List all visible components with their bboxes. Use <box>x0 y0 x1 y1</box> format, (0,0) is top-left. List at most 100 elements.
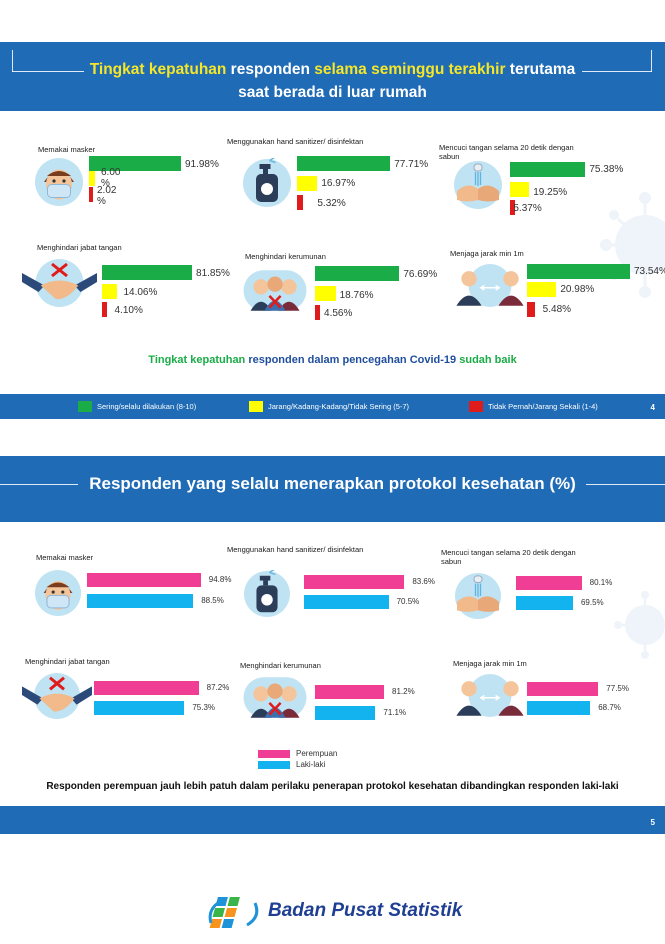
value-label: 20.98% <box>560 284 595 295</box>
bar-laki-laki <box>315 706 376 720</box>
value-label: 19.25% <box>533 187 568 198</box>
bar-jarang <box>315 286 336 301</box>
summary-part: responden dalam pencegahan Covid-19 <box>245 354 460 366</box>
hand-sanitizer-icon <box>243 568 291 623</box>
hand-sanitizer-icon <box>242 156 292 213</box>
bar-sering <box>102 265 193 280</box>
bar-laki-laki <box>87 594 194 608</box>
panel-label: Mencuci tangan selama 20 detik dengan sa… <box>439 143 574 161</box>
bar-tidak <box>297 195 304 210</box>
distance-icon <box>455 673 525 723</box>
value-label: 70.5% <box>396 597 420 606</box>
legend-label-sering: Sering/selalu dilakukan (8-10) <box>97 402 197 411</box>
bar-jarang <box>89 171 95 186</box>
virus-decoration-icon <box>600 192 665 298</box>
slide1-page-number: 4 <box>650 403 655 412</box>
bar-tidak <box>510 200 516 215</box>
bar-perempuan <box>87 573 201 587</box>
value-label: 4.10% <box>114 305 143 316</box>
value-label: 5.48% <box>542 304 572 315</box>
bar-sering <box>527 264 630 279</box>
bar-sering <box>297 156 391 171</box>
mask-face-icon <box>34 569 82 622</box>
bar-laki-laki <box>304 595 389 609</box>
value-label: 6.00 % <box>101 167 121 189</box>
value-label: 83.6% <box>412 577 435 586</box>
panel-label: Memakai masker <box>36 553 94 562</box>
bar-laki-laki <box>94 701 185 715</box>
panel-label: Menghindari kerumunan <box>245 252 326 261</box>
legend-swatch-red <box>469 401 483 412</box>
bar-jarang <box>527 282 557 297</box>
panel-label: Menghindari jabat tangan <box>37 243 122 252</box>
bar-perempuan <box>315 685 385 699</box>
value-label: 94.8% <box>208 575 232 584</box>
no-handshake-icon <box>22 672 92 725</box>
bar-tidak <box>89 187 93 202</box>
bar-tidak <box>527 302 535 317</box>
value-label: 68.7% <box>598 703 621 712</box>
bar-jarang <box>510 182 530 197</box>
bar-tidak <box>102 302 107 317</box>
value-label: 77.71% <box>394 159 429 170</box>
legend-label-jarang: Jarang/Kadang-Kadang/Tidak Sering (5-7) <box>268 402 410 411</box>
bar-jarang <box>102 284 118 299</box>
crowd-icon <box>240 675 310 725</box>
bps-logo-icon <box>208 897 259 928</box>
bar-tidak <box>315 305 321 320</box>
value-label: 73.54% <box>633 266 665 277</box>
legend-label-laki-laki: Laki-laki <box>296 760 326 769</box>
slide1-summary: Tingkat kepatuhan responden dalam penceg… <box>0 354 665 366</box>
slide2-title-banner <box>0 456 665 522</box>
virus-decoration-icon <box>614 591 665 659</box>
panel-label: Menjaga jarak min 1m <box>450 249 524 258</box>
no-handshake-icon <box>22 258 97 313</box>
title-highlight: Tingkat kepatuhan <box>89 61 227 78</box>
value-label: 69.5% <box>580 598 604 607</box>
slide2-page-number: 5 <box>650 818 655 827</box>
value-label: 14.06% <box>123 287 158 298</box>
slide2-footer-bar: 5 <box>0 806 665 834</box>
slide2-summary: Responden perempuan jauh lebih patuh dal… <box>46 781 619 792</box>
title-text: responden <box>226 61 315 78</box>
value-label: 71.1% <box>383 708 407 717</box>
panel-label: Mencuci tangan selama 20 detik dengan sa… <box>441 548 576 566</box>
value-label: 91.98% <box>184 159 219 170</box>
hand-wash-icon <box>453 160 503 215</box>
bar-sering <box>89 156 181 171</box>
panel-label: Menghindari jabat tangan <box>25 657 110 666</box>
value-label: 18.76% <box>339 290 374 301</box>
bar-perempuan <box>304 575 405 589</box>
bps-org-name: Badan Pusat Statistik <box>268 900 463 921</box>
bar-perempuan <box>527 682 599 696</box>
slide1-title: Tingkat kepatuhan responden selama semin… <box>80 58 585 104</box>
title-text: terutama saat berada di luar rumah <box>238 61 576 101</box>
value-label: 77.5% <box>606 684 629 693</box>
value-label: 75.3% <box>192 703 216 712</box>
value-label: 2.02 % <box>97 185 117 207</box>
value-label: 81.85% <box>196 268 230 279</box>
legend-label-perempuan: Perempuan <box>296 749 338 758</box>
slide1-legend-bar: Sering/selalu dilakukan (8-10) Jarang/Ka… <box>0 394 665 419</box>
hand-wash-icon <box>453 572 503 625</box>
bar-sering <box>315 266 400 281</box>
bar-laki-laki <box>527 701 591 715</box>
distance-icon <box>455 263 525 313</box>
panel-label: Menggunakan hand sanitizer/ disinfektan <box>227 545 364 554</box>
value-label: 81.2% <box>392 687 415 696</box>
summary-part: sudah baik <box>459 354 517 366</box>
mask-face-icon <box>34 157 84 212</box>
value-label: 75.38% <box>589 164 624 175</box>
bar-sering <box>510 162 586 177</box>
panel-label: Menggunakan hand sanitizer/ disinfektan <box>227 137 364 146</box>
panel-label: Memakai masker <box>38 145 96 154</box>
legend-label-tidak: Tidak Pernah/Jarang Sekali (1-4) <box>488 402 598 411</box>
bar-perempuan <box>516 576 582 590</box>
title-highlight: selama seminggu terakhir <box>314 61 506 78</box>
bar-perempuan <box>94 681 199 695</box>
slide1-title-banner <box>0 42 665 111</box>
legend-swatch-perempuan <box>258 750 290 758</box>
legend-swatch-yellow <box>249 401 263 412</box>
value-label: 88.5% <box>201 596 224 605</box>
crowd-icon <box>240 268 310 318</box>
